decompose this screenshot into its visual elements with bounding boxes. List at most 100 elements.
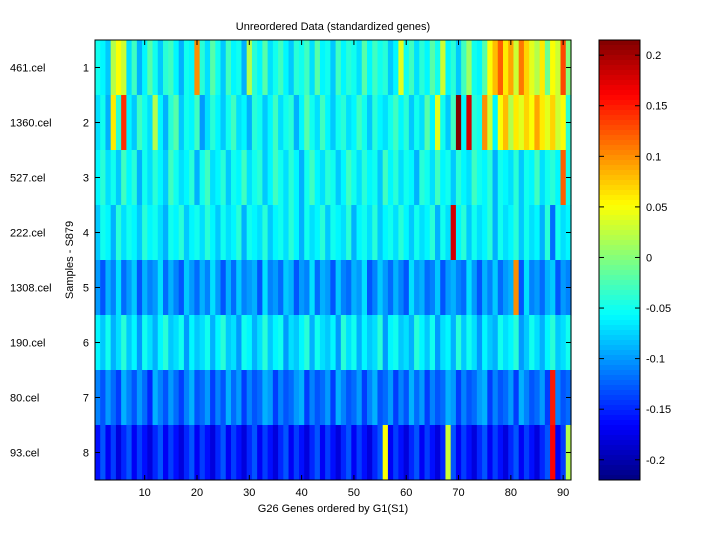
colorbar-segment	[599, 355, 640, 361]
heatmap-cell	[325, 205, 331, 261]
heatmap-cell	[367, 425, 373, 481]
heatmap-cell	[105, 95, 112, 151]
heatmap-cell	[377, 150, 384, 206]
heatmap-cell	[476, 205, 483, 261]
colorbar-segment	[599, 240, 640, 246]
heatmap-cell	[168, 95, 175, 151]
heatmap-cell	[100, 425, 107, 481]
heatmap-cell	[503, 370, 509, 426]
heatmap-cell	[152, 260, 159, 316]
heatmap-cell	[550, 150, 556, 206]
colorbar-segment	[599, 50, 640, 56]
heatmap-cell	[440, 370, 447, 426]
heatmap-cell	[115, 205, 122, 261]
heatmap-cell	[210, 95, 216, 151]
heatmap-cell	[440, 260, 447, 316]
heatmap-cell	[455, 370, 462, 426]
heatmap-cell	[377, 260, 384, 316]
colorbar-segment	[599, 225, 640, 231]
heatmap-cell	[508, 95, 515, 151]
heatmap-cell	[471, 425, 478, 481]
heatmap-cell	[178, 370, 185, 426]
heatmap-cell	[361, 315, 368, 371]
heatmap-cell	[110, 95, 117, 151]
heatmap-cell	[272, 95, 279, 151]
heatmap-cell	[393, 260, 399, 316]
heatmap-cell	[518, 95, 525, 151]
heatmap-cell	[163, 150, 169, 206]
heatmap-cell	[293, 150, 300, 206]
heatmap-cell	[283, 40, 290, 96]
heatmap-cell	[398, 260, 405, 316]
heatmap-cell	[142, 95, 148, 151]
heatmap-cell	[403, 370, 410, 426]
heatmap-cell	[299, 425, 305, 481]
heatmap-cell	[110, 370, 117, 426]
colorbar-segment	[599, 85, 640, 91]
heatmap-cell	[131, 315, 138, 371]
colorbar-tick-label: -0.15	[646, 404, 671, 416]
heatmap-cell	[419, 205, 426, 261]
colorbar-segment	[599, 175, 640, 181]
heatmap-cell	[204, 315, 211, 371]
heatmap-cell	[105, 260, 112, 316]
heatmap-cell	[523, 205, 530, 261]
heatmap-cell	[455, 150, 462, 206]
heatmap-cell	[414, 425, 420, 481]
heatmap-cell	[435, 95, 441, 151]
heatmap-cell	[429, 40, 436, 96]
heatmap-cell	[278, 260, 284, 316]
heatmap-cell	[372, 40, 379, 96]
heatmap-cell	[346, 205, 352, 261]
heatmap-cell	[503, 315, 509, 371]
heatmap-cell	[131, 425, 138, 481]
heatmap-cell	[445, 315, 452, 371]
heatmap-cell	[199, 95, 206, 151]
heatmap-cell	[241, 205, 248, 261]
heatmap-cell	[189, 260, 195, 316]
heatmap-cell	[225, 150, 232, 206]
colorbar-segment	[599, 135, 640, 141]
heatmap-cell	[466, 370, 473, 426]
heatmap-cell	[204, 260, 211, 316]
heatmap-cell	[429, 425, 436, 481]
heatmap-cell	[304, 205, 311, 261]
heatmap-cell	[283, 205, 290, 261]
heatmap-cell	[408, 205, 415, 261]
heatmap-cell	[560, 95, 567, 151]
heatmap-cell	[183, 205, 190, 261]
heatmap-cell	[225, 40, 232, 96]
y-tick-label: 3	[83, 173, 89, 185]
heatmap-cell	[518, 205, 525, 261]
heatmap-cell	[508, 260, 515, 316]
heatmap-cell	[194, 370, 201, 426]
heatmap-cells	[95, 40, 572, 481]
heatmap-cell	[492, 370, 499, 426]
colorbar-frame	[598, 39, 641, 481]
heatmap-cell	[487, 205, 494, 261]
heatmap-cell	[241, 95, 248, 151]
heatmap-cell	[335, 425, 342, 481]
heatmap-cell	[157, 95, 164, 151]
heatmap-cell	[440, 95, 447, 151]
heatmap-cell	[330, 315, 337, 371]
heatmap-cell	[293, 260, 300, 316]
sample-label: 461.cel	[10, 63, 45, 75]
colorbar-segment	[599, 115, 640, 121]
heatmap-cell	[309, 150, 316, 206]
heatmap-cell	[513, 205, 520, 261]
colorbar-segment	[599, 80, 640, 86]
heatmap-cell	[142, 205, 148, 261]
heatmap-cell	[461, 205, 467, 261]
heatmap-cell	[487, 150, 494, 206]
colorbar-segment	[599, 120, 640, 126]
heatmap-cell	[424, 205, 431, 261]
colorbar-segment	[599, 385, 640, 391]
heatmap-cell	[100, 370, 107, 426]
heatmap-cell	[142, 315, 148, 371]
heatmap-cell	[513, 95, 520, 151]
heatmap-cell	[126, 315, 133, 371]
colorbar-segment	[599, 330, 640, 336]
heatmap-cell	[367, 315, 373, 371]
colorbar-segment	[599, 380, 640, 386]
